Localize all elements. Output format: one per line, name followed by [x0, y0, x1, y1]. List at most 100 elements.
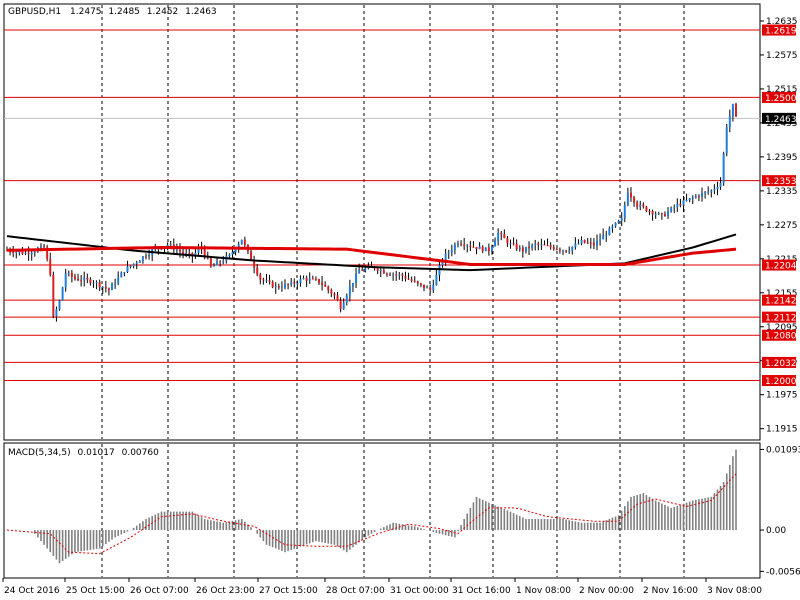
candle-body	[574, 243, 577, 247]
candle-body	[404, 275, 407, 279]
candle-body	[518, 247, 521, 249]
level-tag-bg	[762, 24, 796, 36]
candle-body	[392, 274, 395, 276]
candle-body	[160, 248, 163, 250]
candle-body	[543, 244, 546, 246]
candle-body	[657, 213, 660, 215]
time-axis-label: 3 Nov 08:00	[707, 586, 762, 596]
candle-body	[197, 249, 200, 253]
candle-body	[484, 247, 487, 252]
macd-main-value: 0.01017	[78, 448, 115, 458]
candle-body	[444, 253, 447, 261]
candle-body	[259, 274, 262, 280]
candle-body	[719, 182, 722, 188]
candle-body	[490, 246, 493, 252]
candle-body	[305, 278, 308, 281]
candle-body	[639, 204, 642, 207]
candle-body	[506, 238, 509, 244]
candle-body	[83, 277, 86, 281]
candle-body	[169, 244, 172, 246]
macd-histogram	[34, 449, 737, 564]
level-tag-bg	[762, 375, 796, 387]
candle-body	[58, 300, 61, 310]
candle-body	[49, 258, 52, 275]
time-axis-label: 2 Nov 16:00	[643, 586, 698, 596]
level-price-tags: 1.26191.25001.23531.22041.21421.21121.20…	[762, 24, 797, 387]
candle-body	[599, 239, 602, 241]
price-axis-label: 1.1915	[766, 425, 798, 435]
candle-body	[642, 204, 645, 207]
candle-body	[209, 258, 212, 267]
current-price-tag: 1.2463	[762, 112, 797, 125]
candle-body	[277, 286, 280, 288]
candle-body	[212, 265, 215, 267]
level-tag-bg	[762, 175, 796, 187]
candle-body	[487, 247, 490, 252]
price-axis-label: 1.2335	[766, 187, 798, 197]
candle-body	[716, 187, 719, 189]
macd-axis-label: -0.0056	[766, 567, 800, 577]
candle-body	[620, 217, 623, 221]
candle-body	[623, 205, 626, 218]
time-axis-label: 26 Oct 23:00	[196, 586, 255, 596]
level-tag-label: 1.2080	[765, 332, 797, 342]
candle-body	[710, 190, 713, 192]
candle-body	[117, 277, 120, 284]
candle-body	[586, 242, 589, 244]
candle-body	[188, 252, 191, 254]
candle-body	[441, 260, 444, 266]
candle-body	[725, 127, 728, 154]
ohlc-open: 1.2475	[70, 7, 102, 17]
candle-body	[111, 284, 114, 291]
time-axis-label: 25 Oct 15:00	[66, 586, 125, 596]
candle-body	[670, 207, 673, 212]
candle-body	[15, 252, 18, 254]
candle-body	[410, 279, 413, 281]
candle-body	[27, 252, 30, 255]
candle-body	[663, 214, 666, 217]
candle-body	[126, 266, 129, 273]
candle-body	[52, 274, 55, 317]
candle-body	[250, 251, 253, 261]
candle-body	[385, 273, 388, 275]
candle-body	[351, 282, 354, 287]
candle-body	[685, 199, 688, 201]
price-pane: 1.2635 1.2575 1.2515 1.2455 1.2395 1.2335 1.22…	[3, 3, 798, 441]
candle-body	[691, 197, 694, 199]
candle-body	[265, 280, 268, 282]
candle-body	[284, 284, 287, 288]
candle-body	[629, 192, 632, 198]
candle-body	[145, 256, 148, 258]
candle-body	[694, 196, 697, 198]
macd-axis: 0.01093 0.00 -0.0056	[760, 445, 800, 577]
candle-body	[398, 274, 401, 276]
candle-body	[132, 263, 135, 266]
candle-body	[707, 191, 710, 193]
candle-body	[605, 235, 608, 237]
candle-body	[30, 252, 33, 255]
candle-body	[262, 279, 265, 281]
candle-body	[216, 261, 219, 266]
level-tag-label: 1.2353	[765, 177, 797, 187]
candle-body	[583, 239, 586, 243]
macd-signal-line	[6, 473, 737, 555]
candle-body	[268, 280, 271, 282]
level-tag-bg	[762, 294, 796, 306]
candle-body	[219, 261, 222, 263]
candle-body	[77, 278, 80, 281]
candle-body	[231, 252, 234, 255]
macd-axis-label: 0.00	[766, 526, 786, 536]
time-axis-label: 2 Nov 00:00	[579, 586, 634, 596]
ohlc-high: 1.2485	[108, 7, 140, 17]
candle-body	[24, 252, 27, 254]
candle-body	[138, 261, 141, 263]
candle-body	[311, 278, 314, 280]
time-axis-label: 24 Oct 2016	[4, 586, 60, 596]
price-axis-label: 1.2635	[766, 17, 798, 27]
candle-body	[722, 153, 725, 183]
candle-body	[571, 246, 574, 251]
price-axis: 1.2635 1.2575 1.2515 1.2455 1.2395 1.2335 1.22…	[760, 17, 798, 435]
candle-body	[240, 239, 243, 245]
macd-name: MACD(5,34,5)	[8, 448, 71, 458]
candle-body	[43, 246, 46, 248]
